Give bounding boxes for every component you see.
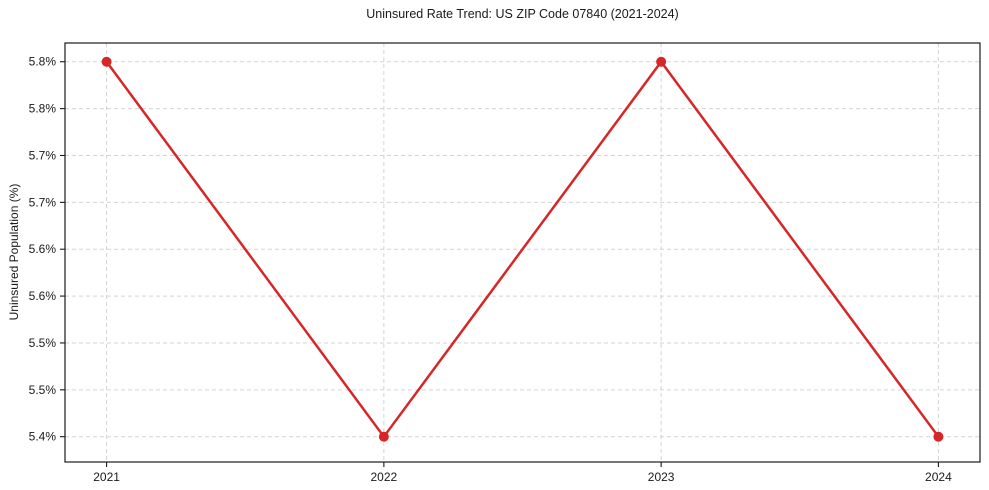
y-tick-label: 5.5% xyxy=(29,383,57,397)
x-tick-label: 2021 xyxy=(93,470,120,484)
y-tick-label: 5.5% xyxy=(29,336,57,350)
y-tick-label: 5.6% xyxy=(29,289,57,303)
x-tick-label: 2023 xyxy=(648,470,675,484)
y-tick-label: 5.7% xyxy=(29,148,57,162)
y-tick-label: 5.7% xyxy=(29,195,57,209)
y-tick-label: 5.8% xyxy=(29,55,57,69)
y-tick-label: 5.6% xyxy=(29,242,57,256)
y-tick-label: 5.8% xyxy=(29,102,57,116)
plot-border xyxy=(64,42,981,463)
data-point xyxy=(933,431,944,442)
y-tick-label: 5.4% xyxy=(29,430,57,444)
data-point xyxy=(656,56,667,67)
x-tick-label: 2024 xyxy=(925,470,952,484)
x-tick-label: 2022 xyxy=(371,470,398,484)
data-point xyxy=(378,431,389,442)
data-point xyxy=(101,56,112,67)
chart-title: Uninsured Rate Trend: US ZIP Code 07840 … xyxy=(366,7,679,21)
trend-line xyxy=(105,60,940,438)
